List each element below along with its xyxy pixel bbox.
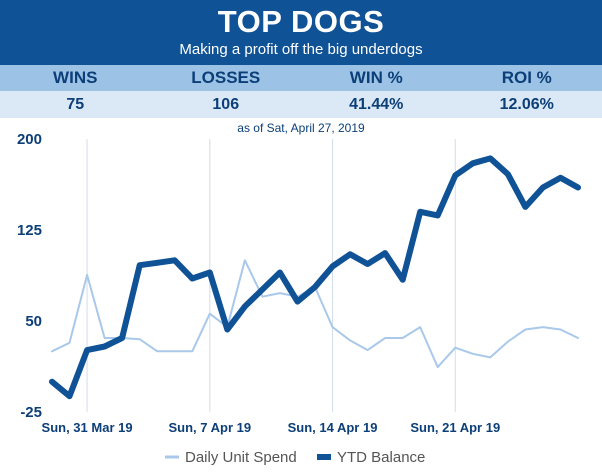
y-tick-label: -25 <box>20 404 42 421</box>
dashboard-subtitle: Making a profit off the big underdogs <box>179 41 423 58</box>
x-tick-label: Sun, 14 Apr 19 <box>288 420 378 435</box>
stats-header-row: WINS LOSSES WIN % ROI % <box>0 65 602 91</box>
stat-label-roi-pct: ROI % <box>501 68 552 87</box>
x-tick-label: Sun, 31 Mar 19 <box>42 420 133 435</box>
dashboard-title: TOP DOGS <box>217 4 385 39</box>
stat-value-losses: 106 <box>212 96 240 113</box>
legend-ytd-balance-label: YTD Balance <box>337 449 425 466</box>
stat-label-losses: LOSSES <box>191 68 261 87</box>
stat-label-win-pct: WIN % <box>349 68 403 87</box>
y-tick-label: 125 <box>17 222 42 239</box>
as-of-date: as of Sat, April 27, 2019 <box>237 121 365 135</box>
stat-value-roi-pct: 12.06% <box>499 96 554 113</box>
stat-label-wins: WINS <box>53 68 98 87</box>
stat-value-win-pct: 41.44% <box>349 96 404 113</box>
legend-daily-unit-spend-label: Daily Unit Spend <box>185 449 297 466</box>
stats-value-row: 75 106 41.44% 12.06% <box>0 91 602 118</box>
y-tick-label: 200 <box>17 131 42 148</box>
series-line-ytd-balance <box>49 155 581 400</box>
x-tick-label: Sun, 21 Apr 19 <box>410 420 500 435</box>
x-tick-label: Sun, 7 Apr 19 <box>168 420 251 435</box>
header-banner: TOP DOGS Making a profit off the big und… <box>0 0 602 65</box>
stat-value-wins: 75 <box>66 96 85 113</box>
y-tick-label: 50 <box>25 313 42 330</box>
